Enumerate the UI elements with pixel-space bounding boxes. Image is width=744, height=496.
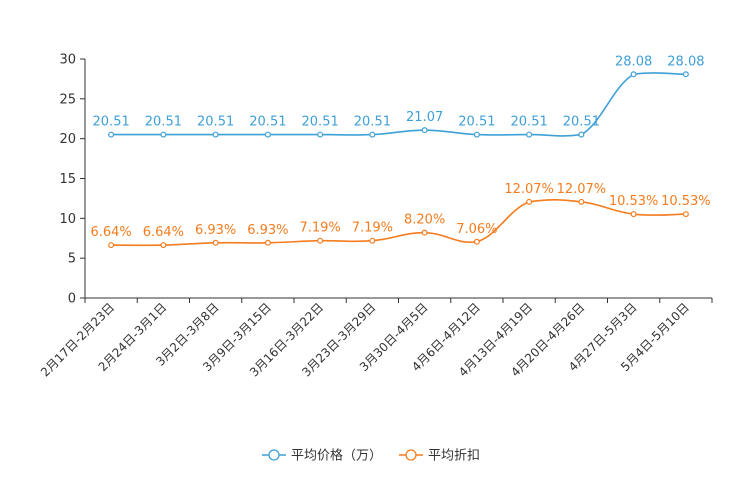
series-line-2: [111, 198, 686, 247]
data-point[interactable]: [526, 131, 533, 138]
data-point[interactable]: [264, 131, 271, 138]
y-tick-label: 15: [59, 172, 76, 187]
data-label: 8.20%: [404, 213, 445, 228]
y-tick-label: 5: [68, 252, 76, 267]
data-point[interactable]: [578, 131, 585, 138]
data-label: 20.51: [197, 115, 234, 130]
data-label: 20.51: [93, 115, 130, 130]
data-label: 28.08: [615, 54, 652, 69]
data-point[interactable]: [317, 237, 324, 244]
data-point[interactable]: [264, 239, 271, 246]
data-point[interactable]: [421, 229, 428, 236]
data-point[interactable]: [212, 239, 219, 246]
data-label: 7.19%: [299, 221, 340, 236]
data-point[interactable]: [682, 71, 689, 78]
data-label: 10.53%: [661, 194, 711, 209]
data-label: 21.07: [406, 110, 443, 125]
data-label: 6.93%: [195, 223, 236, 238]
data-point[interactable]: [212, 131, 219, 138]
data-label: 12.07%: [504, 182, 554, 197]
data-label: 12.07%: [557, 182, 607, 197]
data-point[interactable]: [630, 211, 637, 218]
data-point[interactable]: [108, 131, 115, 138]
y-tick-label: 0: [68, 292, 76, 307]
data-label: 7.06%: [456, 222, 497, 237]
data-point[interactable]: [578, 198, 585, 205]
y-tick-label: 25: [59, 92, 76, 107]
y-tick-label: 30: [59, 53, 76, 68]
y-tick-label: 20: [59, 132, 76, 147]
data-label: 6.64%: [143, 225, 184, 240]
y-tick-label: 10: [59, 212, 76, 227]
data-point[interactable]: [630, 71, 637, 78]
data-label: 20.51: [511, 115, 548, 130]
legend-label[interactable]: 平均价格（万）: [291, 448, 382, 464]
legend-label[interactable]: 平均折扣: [428, 449, 480, 464]
data-label: 6.64%: [90, 225, 131, 240]
data-label: 20.51: [458, 115, 495, 130]
legend-marker-icon: [405, 449, 417, 461]
data-label: 7.19%: [352, 221, 393, 236]
data-point[interactable]: [160, 242, 167, 249]
data-label: 6.93%: [247, 223, 288, 238]
data-point[interactable]: [473, 131, 480, 138]
data-label: 20.51: [249, 115, 286, 130]
data-point[interactable]: [526, 198, 533, 205]
data-point[interactable]: [682, 211, 689, 218]
legend: 平均价格（万） 平均折扣: [262, 448, 480, 464]
data-point[interactable]: [317, 131, 324, 138]
data-label: 20.51: [563, 115, 600, 130]
data-point[interactable]: [369, 131, 376, 138]
data-label: 20.51: [145, 115, 182, 130]
data-label: 28.08: [667, 54, 704, 69]
data-label: 20.51: [354, 115, 391, 130]
data-label: 10.53%: [609, 194, 659, 209]
data-label: 20.51: [302, 115, 339, 130]
legend-marker-icon: [268, 449, 280, 461]
data-point[interactable]: [108, 242, 115, 249]
data-point[interactable]: [369, 237, 376, 244]
data-point[interactable]: [473, 238, 480, 245]
data-point[interactable]: [160, 131, 167, 138]
data-point[interactable]: [421, 127, 428, 134]
